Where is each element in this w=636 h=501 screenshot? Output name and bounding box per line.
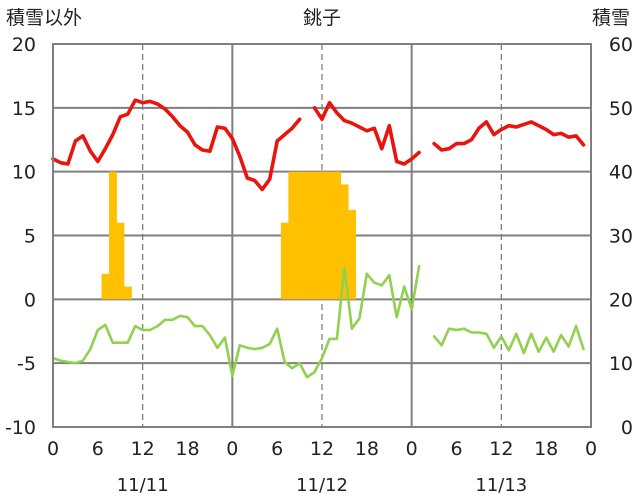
left-y-tick-label: -10: [5, 417, 36, 439]
left-y-ticks: 20 15 10 5 0 -5 -10: [5, 34, 36, 439]
hour-tick-label: 6: [450, 438, 462, 460]
hour-tick-label: 0: [47, 438, 59, 460]
right-axis-label: 積雪: [592, 7, 630, 29]
grid: [53, 44, 591, 427]
hour-tick-label: 18: [355, 438, 379, 460]
temperature-line: [432, 120, 586, 152]
temperature-line: [51, 98, 302, 192]
left-y-tick-label: 20: [12, 34, 36, 56]
bar: [303, 171, 312, 300]
right-y-tick-label: 0: [621, 417, 633, 439]
bar: [280, 222, 289, 300]
bar: [109, 171, 117, 300]
bar: [123, 286, 132, 300]
x-ticks: 0 6 12 18 0 6 12 18 0 6 12 18 0: [47, 438, 597, 460]
bar: [340, 184, 349, 300]
green-line-line: [51, 264, 421, 379]
right-y-tick-label: 10: [609, 353, 633, 375]
bar: [101, 273, 110, 300]
hour-tick-label: 0: [406, 438, 418, 460]
right-y-tick-label: 40: [609, 162, 633, 184]
hour-tick-label: 12: [131, 438, 155, 460]
hour-tick-label: 18: [175, 438, 199, 460]
bar: [325, 171, 334, 300]
left-y-tick-label: 5: [24, 226, 36, 248]
bar: [333, 171, 342, 300]
hour-tick-label: 0: [226, 438, 238, 460]
temperature-line: [312, 100, 421, 166]
bar: [288, 171, 297, 300]
bar: [295, 171, 304, 300]
date-labels: 11/11 11/12 11/13: [117, 475, 528, 496]
right-y-tick-label: 20: [609, 289, 633, 311]
hour-tick-label: 12: [310, 438, 334, 460]
hour-tick-label: 6: [92, 438, 104, 460]
hour-tick-label: 0: [585, 438, 597, 460]
date-label: 11/12: [296, 475, 348, 496]
bar: [116, 222, 125, 300]
hour-tick-label: 6: [271, 438, 283, 460]
bar-series: [101, 171, 357, 300]
right-y-tick-label: 60: [609, 34, 633, 56]
bar: [310, 171, 319, 300]
right-y-ticks: 60 50 40 30 20 10 0: [609, 34, 633, 439]
bar: [318, 171, 327, 300]
hour-tick-label: 18: [534, 438, 558, 460]
line-series: [51, 98, 586, 379]
date-label: 11/13: [475, 475, 527, 496]
date-label: 11/11: [117, 475, 169, 496]
chart-title: 銚子: [303, 7, 341, 29]
left-y-tick-label: -5: [17, 353, 36, 375]
left-axis-label: 積雪以外: [6, 7, 82, 29]
bar: [348, 209, 357, 300]
right-y-tick-label: 30: [609, 226, 633, 248]
hour-tick-label: 12: [489, 438, 513, 460]
right-y-tick-label: 50: [609, 98, 633, 120]
green-line-line: [432, 324, 585, 355]
left-y-tick-label: 15: [12, 98, 36, 120]
left-y-tick-label: 0: [24, 289, 36, 311]
plot-frame: [52, 43, 592, 428]
left-y-tick-label: 10: [12, 162, 36, 184]
